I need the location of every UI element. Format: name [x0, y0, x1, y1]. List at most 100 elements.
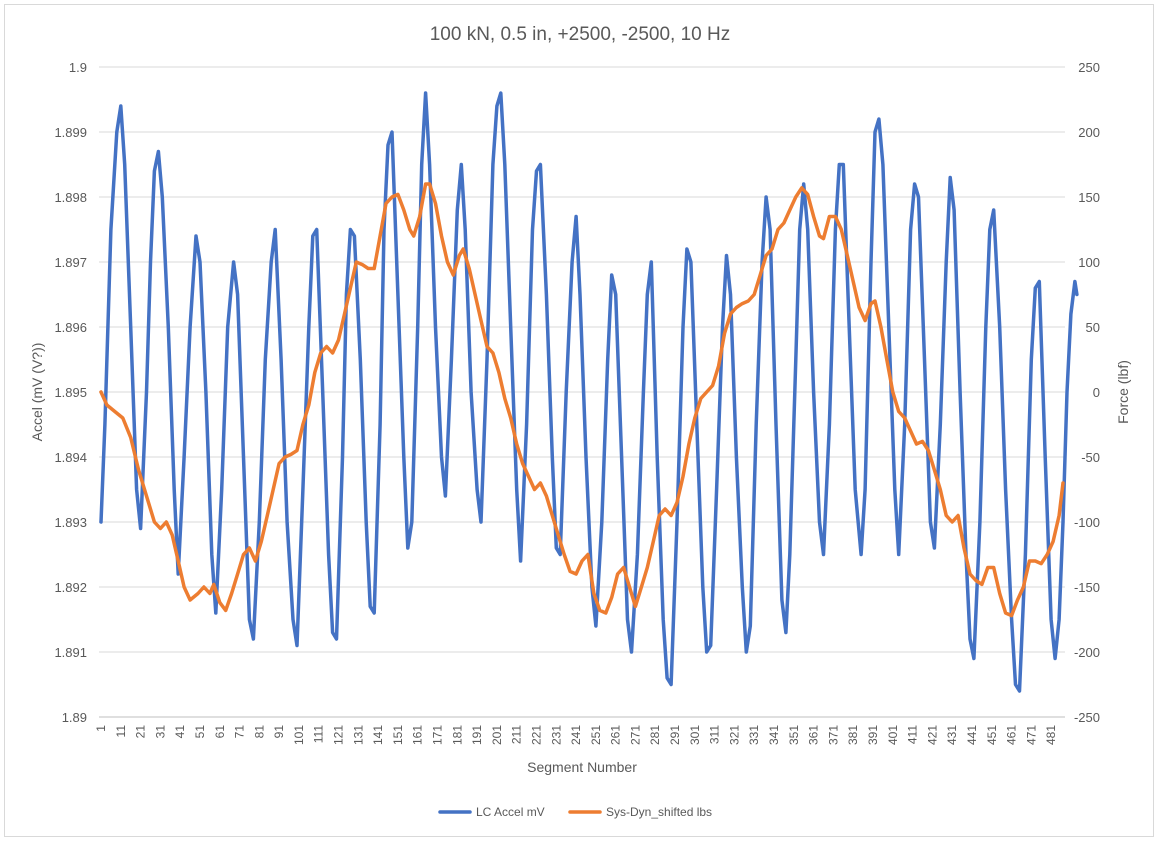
x-tick-4: 41: [173, 725, 187, 739]
left-tick-label-7: 1.897: [54, 255, 87, 270]
x-tick-label-11: 111: [312, 725, 326, 744]
x-tick-3: 31: [153, 725, 167, 739]
y-axis-right-title: Force (lbf): [1115, 360, 1131, 424]
x-tick-24: 241: [569, 725, 583, 745]
x-tick-label-26: 261: [609, 725, 623, 745]
x-tick-label-7: 71: [233, 725, 247, 739]
left-tick-label-4: 1.894: [54, 450, 87, 465]
x-tick-label-9: 91: [272, 725, 286, 739]
x-tick-41: 411: [906, 725, 920, 744]
x-tick-37: 371: [826, 725, 840, 745]
series-line-1: [99, 182, 1065, 618]
x-tick-20: 201: [490, 725, 504, 745]
x-tick-label-12: 121: [332, 725, 346, 745]
legend: LC Accel mV Sys-Dyn_shifted lbs: [438, 805, 712, 819]
x-tick-28: 281: [648, 725, 662, 745]
left-tick-label-2: 1.892: [54, 580, 87, 595]
right-tick-label-3: -100: [1074, 515, 1100, 530]
x-tick-11: 111: [312, 725, 326, 744]
right-tick-label-10: 250: [1078, 60, 1100, 75]
left-tick-label-0: 1.89: [62, 710, 87, 725]
right-tick-label-9: 200: [1078, 125, 1100, 140]
x-tick-18: 181: [450, 725, 464, 745]
x-tick-label-39: 391: [866, 725, 880, 745]
x-tick-8: 81: [252, 725, 266, 739]
x-tick-label-21: 211: [510, 725, 524, 744]
x-tick-34: 341: [767, 725, 781, 745]
x-tick-40: 401: [886, 725, 900, 745]
left-tick-label-9: 1.899: [54, 125, 87, 140]
x-axis: 1 11 21 31 41 51 61 71 81 91 101 111 121 131 141 151 161…: [94, 716, 1065, 745]
x-tick-label-42: 421: [925, 725, 939, 745]
x-tick-label-46: 461: [1005, 725, 1019, 745]
right-tick-label-0: -250: [1074, 710, 1100, 725]
x-tick-label-6: 61: [213, 725, 227, 739]
x-tick-label-3: 31: [153, 725, 167, 739]
x-tick-42: 421: [925, 725, 939, 745]
left-tick-label-1: 1.891: [54, 645, 87, 660]
x-tick-label-32: 321: [727, 725, 741, 745]
chart-title: 100 kN, 0.5 in, +2500, -2500, 10 Hz: [430, 24, 731, 45]
legend-label-1: Sys-Dyn_shifted lbs: [606, 805, 712, 819]
x-tick-19: 191: [470, 725, 484, 745]
x-tick-31: 311: [708, 725, 722, 744]
x-tick-label-34: 341: [767, 725, 781, 745]
right-tick-label-2: -150: [1074, 580, 1100, 595]
x-tick-29: 291: [668, 725, 682, 745]
x-tick-7: 71: [233, 725, 247, 739]
right-tick-label-5: 0: [1093, 385, 1100, 400]
x-tick-36: 361: [807, 725, 821, 745]
x-tick-label-36: 361: [807, 725, 821, 745]
x-tick-label-44: 441: [965, 725, 979, 745]
x-tick-21: 211: [510, 725, 524, 744]
x-tick-label-19: 191: [470, 725, 484, 745]
x-tick-label-10: 101: [292, 725, 306, 745]
x-tick-label-8: 81: [252, 725, 266, 739]
x-tick-label-40: 401: [886, 725, 900, 745]
right-tick-label-6: 50: [1086, 320, 1100, 335]
x-tick-47: 471: [1024, 725, 1038, 745]
x-tick-label-20: 201: [490, 725, 504, 745]
x-tick-label-27: 271: [628, 725, 642, 745]
x-tick-label-14: 141: [371, 725, 385, 745]
x-tick-label-5: 51: [193, 725, 207, 739]
right-tick-label-4: -50: [1081, 450, 1100, 465]
x-tick-32: 321: [727, 725, 741, 745]
x-tick-label-30: 301: [688, 725, 702, 745]
x-tick-label-24: 241: [569, 725, 583, 745]
x-tick-17: 171: [430, 725, 444, 745]
x-tick-label-28: 281: [648, 725, 662, 745]
right-tick-label-8: 150: [1078, 190, 1100, 205]
x-tick-38: 381: [846, 725, 860, 745]
x-tick-45: 451: [985, 725, 999, 745]
left-tick-label-8: 1.898: [54, 190, 87, 205]
x-tick-label-23: 231: [549, 725, 563, 745]
x-tick-0: 1: [94, 725, 108, 732]
left-axis-ticks: 1.89 1.891 1.892 1.893 1.894 1.895 1.896 1.897 1…: [54, 60, 87, 725]
x-tick-label-0: 1: [94, 725, 108, 732]
x-tick-label-25: 251: [589, 725, 603, 745]
series-line-0: [99, 91, 1079, 693]
x-tick-label-48: 481: [1044, 725, 1058, 745]
y-axis-left-title: Accel (mV (V?)): [29, 343, 45, 442]
x-tick-label-22: 221: [529, 725, 543, 745]
x-tick-6: 61: [213, 725, 227, 739]
x-tick-label-1: 11: [114, 725, 128, 738]
x-tick-label-43: 431: [945, 725, 959, 745]
right-tick-label-7: 100: [1078, 255, 1100, 270]
left-tick-label-3: 1.893: [54, 515, 87, 530]
right-tick-label-1: -200: [1074, 645, 1100, 660]
x-tick-label-16: 161: [411, 725, 425, 745]
left-tick-label-6: 1.896: [54, 320, 87, 335]
x-axis-title: Segment Number: [527, 759, 637, 775]
x-tick-label-47: 471: [1024, 725, 1038, 745]
x-tick-27: 271: [628, 725, 642, 745]
x-tick-label-33: 331: [747, 725, 761, 745]
x-tick-33: 331: [747, 725, 761, 745]
x-tick-10: 101: [292, 725, 306, 745]
x-tick-25: 251: [589, 725, 603, 745]
x-tick-22: 221: [529, 725, 543, 745]
x-tick-label-45: 451: [985, 725, 999, 745]
x-tick-13: 131: [351, 725, 365, 745]
